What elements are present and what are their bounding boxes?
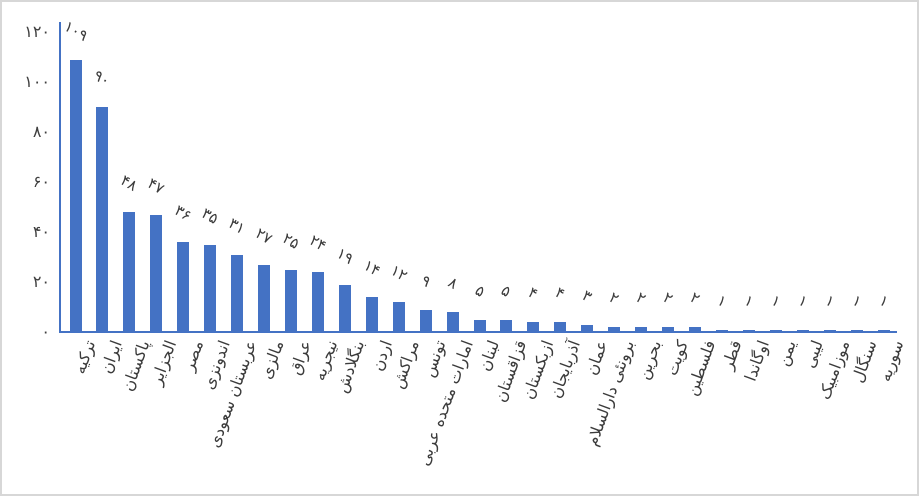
bar — [742, 329, 755, 332]
bar — [392, 302, 405, 332]
y-tick-label: ۴۰ — [32, 222, 50, 241]
bar — [311, 272, 324, 332]
bar — [69, 59, 82, 332]
bar — [581, 324, 594, 332]
x-axis-line — [59, 331, 897, 333]
x-axis-label: ترکیه — [69, 337, 100, 377]
y-tick-label: ۰ — [41, 322, 50, 341]
y-tick-label: ۱۰۰ — [24, 72, 50, 91]
bar — [715, 329, 728, 332]
x-axis-label: لیبی — [799, 337, 827, 371]
x-axis-label: سوریه — [875, 337, 908, 385]
y-tick-label: ۸۰ — [32, 122, 50, 141]
bar — [231, 254, 244, 332]
bar — [608, 327, 621, 332]
x-axis-label: اردن — [367, 337, 396, 374]
bar — [338, 284, 351, 332]
bar — [473, 319, 486, 332]
x-axis-label: قطر — [717, 337, 746, 372]
bar — [554, 322, 567, 332]
x-axis-label: کویت — [661, 337, 692, 379]
bar — [285, 269, 297, 332]
y-tick-label: ۲۰ — [32, 272, 50, 291]
y-axis-line — [59, 22, 61, 332]
bar — [527, 322, 540, 332]
x-axis-label: مالزی — [256, 337, 288, 382]
bar — [365, 297, 378, 332]
bar-value-label: ۹۰ — [90, 66, 114, 90]
bar — [635, 327, 648, 332]
x-axis-label: لبنان — [474, 337, 504, 374]
bar — [204, 244, 217, 332]
bar — [150, 214, 163, 332]
bar — [96, 107, 109, 332]
bar — [769, 329, 782, 332]
bar — [500, 319, 513, 332]
y-tick-label: ۱۲۰ — [24, 22, 50, 41]
bar — [823, 329, 836, 332]
bar — [123, 212, 136, 332]
bar — [689, 327, 701, 332]
x-axis-label: مصر — [178, 337, 208, 374]
bar — [796, 329, 809, 332]
bar — [877, 329, 890, 332]
x-axis-label: ایران — [96, 337, 127, 377]
x-axis-label: یمن — [773, 337, 800, 369]
y-tick-label: ۶۰ — [32, 172, 50, 191]
x-axis-label: بحرین — [633, 337, 666, 382]
x-axis-label: اوگاندا — [740, 337, 773, 384]
bar — [446, 312, 459, 332]
bar — [662, 327, 674, 332]
bar — [177, 242, 190, 332]
bar — [419, 309, 432, 332]
bar — [850, 329, 863, 332]
bar — [258, 264, 270, 332]
